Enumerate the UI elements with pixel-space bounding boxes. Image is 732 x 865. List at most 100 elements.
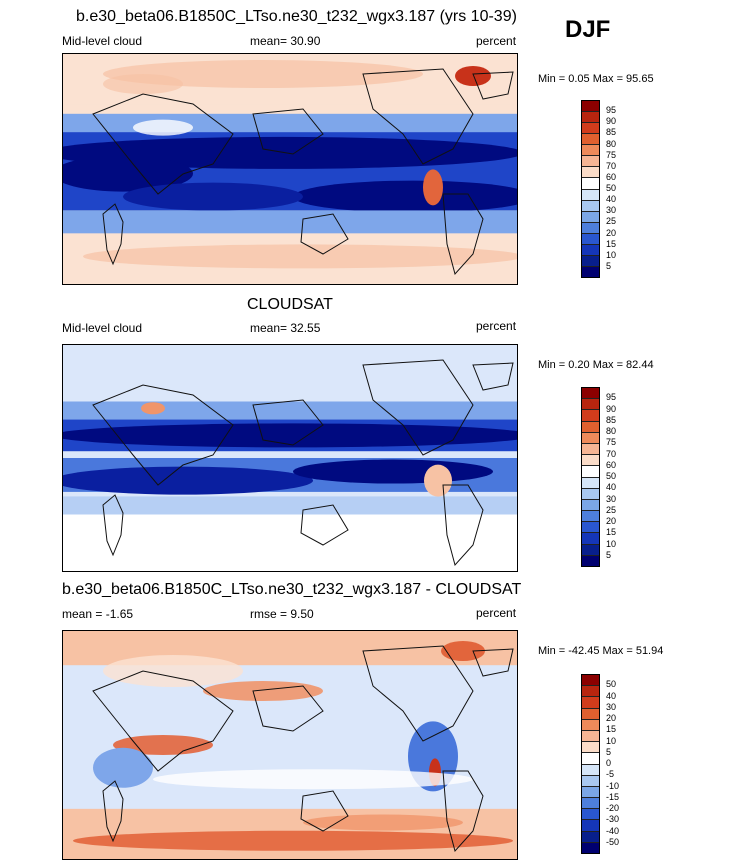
colorbar-segment (582, 466, 599, 478)
colorbar-segment (582, 101, 599, 113)
colorbar-segment (582, 112, 599, 124)
colorbar-tick-label: 15 (606, 527, 617, 538)
colorbar-tick-label: 85 (606, 414, 617, 425)
colorbar-tick-label: 75 (606, 149, 617, 160)
colorbar-tick-label: 85 (606, 127, 617, 138)
colorbar-tick-label: 40 (606, 482, 617, 493)
colorbar-segment (582, 742, 599, 754)
colorbar-tick-label: 0 (606, 758, 612, 768)
colorbar-segment (582, 842, 599, 853)
colorbar-segment (582, 798, 599, 810)
colorbar-segment (582, 266, 599, 277)
panel-2-minmax: Min = 0.20 Max = 82.44 (538, 359, 654, 371)
colorbar-segment (582, 730, 599, 743)
colorbar-segment (582, 555, 599, 566)
panel-3-units-label: percent (476, 606, 517, 620)
colorbar-tick-label: -30 (606, 814, 620, 825)
panel-2-map (62, 344, 518, 572)
colorbar-segment (582, 533, 599, 545)
colorbar-segment (582, 211, 599, 223)
colorbar-tick-label: 80 (606, 138, 617, 149)
colorbar-segment (582, 809, 599, 821)
colorbar-tick-label: 50 (606, 471, 617, 481)
panel-3-map-field (63, 631, 517, 859)
panel-3-rmse-label: rmse = 9.50 (250, 607, 314, 621)
colorbar-tick-label: 20 (606, 227, 617, 238)
colorbar-segment (582, 488, 599, 500)
colorbar-tick-label: 30 (606, 493, 617, 504)
colorbar-segment (582, 499, 599, 512)
colorbar-segment (582, 255, 599, 267)
colorbar-segment (582, 178, 599, 190)
panel-1-minmax: Min = 0.05 Max = 95.65 (538, 73, 654, 85)
colorbar-tick-label: 95 (606, 105, 617, 116)
panel-2-title: CLOUDSAT (247, 296, 333, 313)
panel-2-units-label: percent (476, 319, 517, 333)
colorbar-tick-label: 50 (606, 183, 617, 193)
colorbar-segment (582, 443, 599, 456)
colorbar-tick-label: 40 (606, 194, 617, 205)
panel-1-mean-label: mean= 30.90 (250, 34, 321, 48)
colorbar-segment (582, 477, 599, 489)
colorbar-tick-label: 70 (606, 160, 617, 171)
colorbar-segment (582, 244, 599, 256)
panel-3-colorbar (581, 674, 600, 854)
colorbar-tick-label: 10 (606, 735, 617, 746)
colorbar-segment (582, 764, 599, 776)
colorbar-tick-label: 50 (606, 679, 617, 690)
colorbar-segment (582, 156, 599, 168)
colorbar-tick-label: -15 (606, 791, 620, 802)
colorbar-tick-label: 90 (606, 116, 617, 127)
colorbar-tick-label: 40 (606, 690, 617, 701)
colorbar-segment (582, 145, 599, 157)
colorbar-tick-label: 5 (606, 549, 612, 560)
colorbar-segment (582, 432, 599, 444)
panel-1-title: b.e30_beta06.B1850C_LTso.ne30_t232_wgx3.… (76, 8, 517, 25)
colorbar-segment (582, 675, 599, 687)
colorbar-segment (582, 831, 599, 843)
colorbar-tick-label: 80 (606, 426, 617, 436)
colorbar-segment (582, 820, 599, 832)
colorbar-segment (582, 410, 599, 422)
colorbar-segment (582, 786, 599, 799)
colorbar-segment (582, 134, 599, 146)
panel-2-colorbar (581, 387, 600, 567)
colorbar-segment (582, 167, 599, 179)
colorbar-segment (582, 522, 599, 534)
colorbar-segment (582, 697, 599, 709)
colorbar-segment (582, 775, 599, 787)
colorbar-tick-label: 25 (606, 504, 617, 515)
panel-3-mean-label: mean = -1.65 (62, 607, 134, 621)
colorbar-tick-label: 10 (606, 249, 617, 260)
panel-3-colorbar-labels: 50 40 30 20 15 10 5 0 -5 -10 -15 -20 -30 -40 -50 (606, 674, 646, 854)
colorbar-segment (582, 511, 599, 523)
colorbar-tick-label: -5 (606, 769, 615, 780)
colorbar-tick-label: 20 (606, 516, 617, 526)
panel-1-map-field (63, 54, 517, 284)
panel-2-mean-label: mean= 32.55 (250, 321, 321, 335)
panel-3-map (62, 630, 518, 860)
colorbar-segment (582, 421, 599, 433)
colorbar-tick-label: 25 (606, 216, 617, 227)
colorbar-tick-label: -20 (606, 803, 620, 813)
colorbar-tick-label: -10 (606, 780, 620, 791)
colorbar-tick-label: 15 (606, 238, 617, 249)
colorbar-segment (582, 753, 599, 765)
colorbar-tick-label: -40 (606, 825, 620, 836)
colorbar-tick-label: 95 (606, 392, 617, 403)
colorbar-segment (582, 686, 599, 698)
colorbar-segment (582, 399, 599, 411)
colorbar-tick-label: 30 (606, 205, 617, 216)
colorbar-tick-label: 15 (606, 724, 617, 735)
colorbar-tick-label: 90 (606, 403, 617, 414)
panel-1-variable-label: Mid-level cloud (62, 34, 143, 48)
panel-2-variable-label: Mid-level cloud (62, 321, 143, 335)
colorbar-tick-label: 20 (606, 713, 617, 723)
colorbar-tick-label: 30 (606, 701, 617, 712)
colorbar-segment (582, 123, 599, 135)
colorbar-segment (582, 719, 599, 731)
colorbar-segment (582, 455, 599, 467)
panel-1-colorbar (581, 100, 600, 278)
panel-1-units-label: percent (476, 34, 517, 48)
colorbar-segment (582, 544, 599, 556)
